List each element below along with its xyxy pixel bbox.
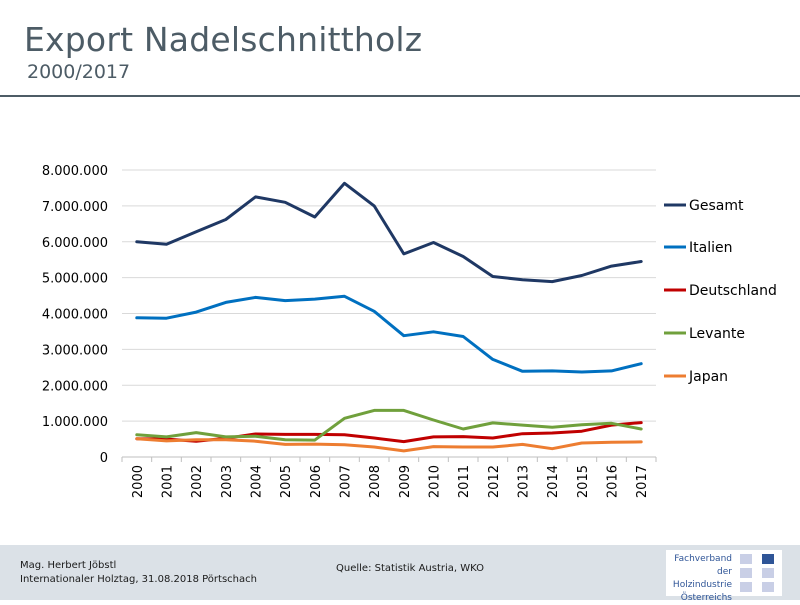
x-tick-label: 2001 — [161, 465, 176, 498]
y-tick-label: 8.000.000 — [42, 164, 108, 179]
x-tick-label: 2013 — [517, 465, 532, 498]
line-chart: 0 1.000.000 2.000.000 3.000.000 4.000.000 5.0… — [42, 164, 777, 498]
y-tick-label: 0 — [100, 451, 108, 466]
series-line-gesamt — [135, 181, 643, 284]
author-name: Mag. Herbert Jöbstl — [20, 560, 117, 571]
x-tick-label: 2000 — [131, 465, 146, 498]
logo-square — [740, 582, 752, 592]
logo-line-1: Fachverband — [674, 554, 732, 564]
series-line-levante — [135, 408, 643, 442]
x-tick-label: 2004 — [250, 465, 265, 498]
x-tick-label: 2012 — [487, 465, 502, 498]
x-tick-label: 2010 — [428, 465, 443, 498]
y-tick-label: 2.000.000 — [42, 379, 108, 394]
slide-title: Export Nadelschnittholz — [24, 20, 423, 59]
x-tick-label: 2002 — [190, 465, 205, 498]
x-tick-label: 2005 — [279, 465, 294, 498]
logo-square — [762, 568, 774, 578]
x-tick-label: 2003 — [220, 465, 235, 498]
source-note: Quelle: Statistik Austria, WKO — [336, 563, 485, 574]
y-tick-label: 5.000.000 — [42, 272, 108, 287]
y-tick-label: 1.000.000 — [42, 415, 108, 430]
author-event: Internationaler Holztag, 31.08.2018 Pört… — [20, 574, 257, 585]
logo-line-2: der Holzindustrie — [672, 567, 732, 590]
logo-square — [740, 554, 752, 564]
logo-square — [762, 582, 774, 592]
logo-text: Fachverband der Holzindustrie Österreich… — [670, 553, 732, 605]
title-divider — [0, 95, 800, 97]
logo-square — [740, 568, 752, 578]
legend-label-levante: Levante — [689, 326, 745, 342]
series-line-japan — [135, 437, 643, 453]
x-tick-label: 2008 — [368, 465, 383, 498]
x-tick-label: 2016 — [606, 465, 621, 498]
x-tick-label: 2006 — [309, 465, 324, 498]
footer-author: Mag. Herbert Jöbstl Internationaler Holz… — [20, 559, 257, 587]
x-tick-label: 2014 — [546, 465, 561, 498]
fachverband-logo: Fachverband der Holzindustrie Österreich… — [666, 550, 782, 603]
footer-bar: Mag. Herbert Jöbstl Internationaler Holz… — [0, 545, 800, 603]
y-tick-label: 6.000.000 — [42, 236, 108, 251]
x-tick-label: 2017 — [635, 465, 650, 498]
y-tick-label: 4.000.000 — [42, 308, 108, 323]
logo-square — [762, 554, 774, 564]
x-tick-label: 2007 — [339, 465, 354, 498]
slide-subtitle: 2000/2017 — [27, 61, 131, 83]
x-tick-label: 2009 — [398, 465, 413, 498]
legend-label-japan: Japan — [688, 369, 728, 385]
series-line-italien — [135, 294, 643, 374]
logo-line-3: Österreichs — [680, 593, 732, 603]
legend-label-italien: Italien — [689, 240, 732, 256]
x-tick-label: 2011 — [457, 465, 472, 498]
y-tick-label: 3.000.000 — [42, 343, 108, 358]
x-tick-label: 2015 — [576, 465, 591, 498]
y-tick-label: 7.000.000 — [42, 200, 108, 215]
legend-label-deutschland: Deutschland — [689, 283, 777, 299]
legend-label-gesamt: Gesamt — [689, 198, 744, 214]
